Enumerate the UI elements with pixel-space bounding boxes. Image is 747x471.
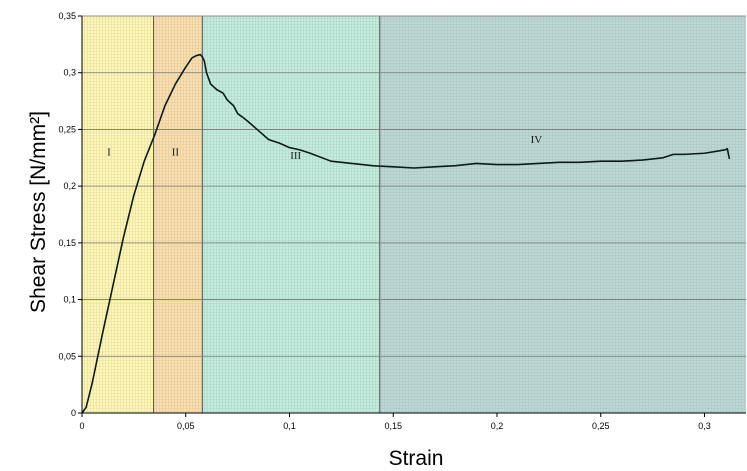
x-tick-label-0-3: 0,3	[698, 421, 711, 431]
axes	[81, 15, 746, 414]
x-tick-labels: 0 0,05 0,1 0,15 0,2 0,25 0,3	[79, 413, 711, 431]
region-label-iii: III	[290, 150, 301, 162]
y-tick-label-0-1: 0,1	[63, 295, 76, 305]
x-tick-label-0-15: 0,15	[384, 421, 402, 431]
x-tick-label-0-1: 0,1	[283, 421, 296, 431]
series-line-0	[81, 53, 731, 414]
y-tick-label-0-35: 0,35	[58, 11, 76, 21]
x-tick-label-0-25: 0,25	[592, 421, 610, 431]
region-label-i: I	[107, 147, 111, 159]
y-tick-label-0-05: 0,05	[58, 351, 76, 361]
x-tick-label-0-05: 0,05	[177, 421, 195, 431]
x-tick-label-0-2: 0,2	[491, 421, 504, 431]
region-i-hatch	[82, 16, 154, 413]
y-axis-title: Shear Stress [N/mm²]	[27, 111, 50, 313]
region-ii-hatch	[153, 16, 203, 413]
y-tick-label-0-15: 0,15	[58, 238, 76, 248]
x-axis-title: Strain	[389, 447, 444, 470]
region-label-iv: IV	[531, 134, 543, 146]
y-tick-label-0-3: 0,3	[63, 68, 76, 78]
y-tick-label-0: 0	[71, 408, 76, 418]
y-tick-label-0-25: 0,25	[58, 124, 76, 134]
y-tick-label-0-2: 0,2	[63, 181, 76, 191]
y-tick-labels: 0 0,05 0,1 0,15 0,2 0,25 0,3 0,35	[58, 11, 82, 418]
series-group	[81, 53, 731, 414]
region-iii-hatch	[202, 16, 380, 413]
region-label-ii: II	[172, 147, 180, 159]
x-tick-label-0: 0	[79, 421, 84, 431]
region-iv-hatch	[379, 16, 746, 413]
region-bands	[82, 16, 746, 413]
